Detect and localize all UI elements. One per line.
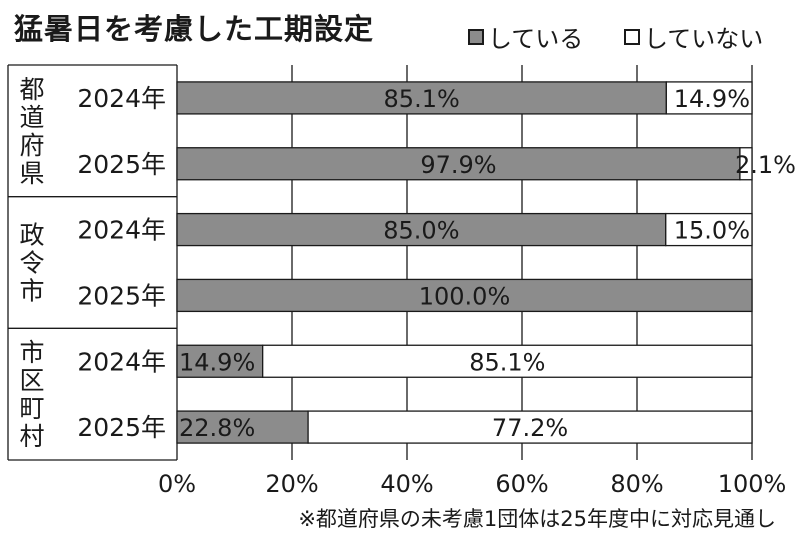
data-label-done: 85.0% — [383, 217, 459, 245]
legend-label-not-done: していない — [644, 25, 764, 53]
bar-done — [176, 278, 753, 313]
bar-done — [176, 81, 667, 115]
bar-not-done — [262, 344, 753, 378]
data-label-done: 22.8% — [179, 414, 255, 442]
legend-item-not-done: していない — [624, 19, 763, 54]
row-label: 2024年 — [77, 347, 166, 376]
x-tick-label: 40% — [380, 470, 433, 498]
bar-not-done — [739, 147, 753, 181]
bar-done — [176, 147, 741, 181]
bar-done — [176, 410, 309, 444]
data-label-not-done: 15.0% — [674, 217, 750, 245]
bar-not-done — [665, 81, 753, 115]
x-tick-label: 0% — [158, 470, 196, 498]
legend-item-done: している — [468, 19, 583, 54]
data-label-done: 14.9% — [179, 348, 255, 376]
bar-done — [176, 212, 667, 247]
bar-not-done — [665, 212, 753, 247]
x-tick-label: 20% — [265, 470, 318, 498]
data-label-not-done: 85.1% — [469, 348, 545, 376]
data-label-done: 97.9% — [420, 151, 496, 179]
x-tick-label: 100% — [718, 470, 787, 498]
x-tick-label: 60% — [495, 470, 548, 498]
data-label-done: 85.1% — [384, 85, 460, 113]
group-label: 市区町村 — [19, 338, 44, 451]
legend-swatch-not-done — [624, 28, 640, 45]
chart-title: 猛暑日を考慮した工期設定 — [14, 12, 375, 46]
legend-label-done: している — [488, 25, 584, 53]
data-label-not-done: 2.1% — [735, 151, 796, 179]
row-label: 2024年 — [77, 84, 166, 113]
data-label-not-done: 14.9% — [674, 85, 750, 113]
footnote: ※都道府県の未考慮1団体は25年度中に対応見通し — [298, 507, 776, 531]
group-label: 都道府県 — [19, 75, 44, 188]
bar-done — [176, 344, 264, 378]
row-label: 2025年 — [77, 150, 166, 179]
x-tick-label: 80% — [610, 470, 663, 498]
data-label-done: 100.0% — [419, 282, 511, 310]
row-label: 2025年 — [77, 281, 166, 310]
legend-swatch-done — [468, 28, 484, 45]
data-label-not-done: 77.2% — [492, 414, 568, 442]
bar-not-done — [307, 410, 753, 444]
row-label: 2025年 — [77, 413, 166, 442]
row-label: 2024年 — [77, 216, 166, 245]
group-label: 政令市 — [19, 220, 44, 305]
